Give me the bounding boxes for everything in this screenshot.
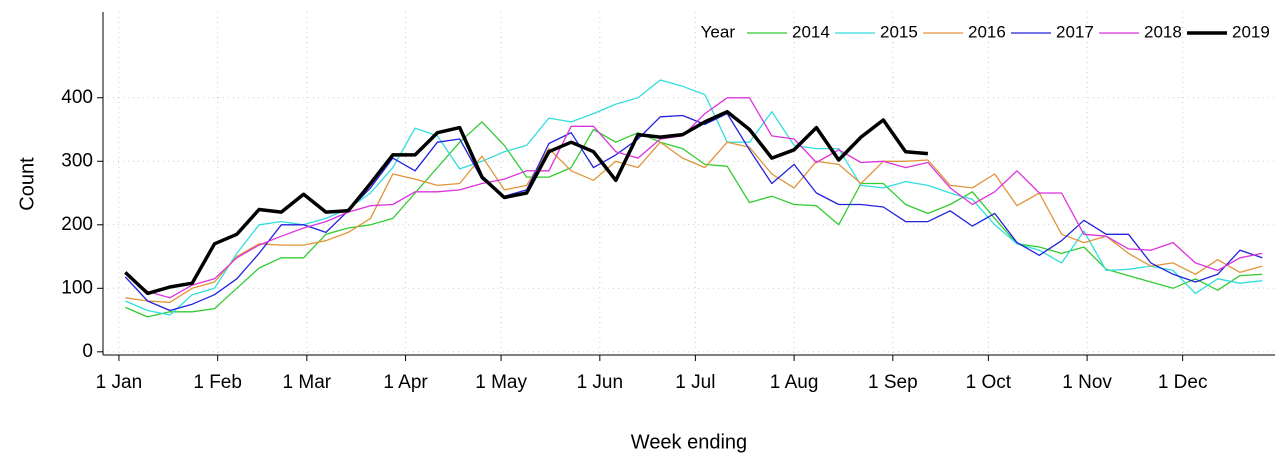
y-tick-label: 100 bbox=[61, 277, 93, 298]
series-line bbox=[124, 97, 1263, 299]
x-tick-label: 1 Oct bbox=[966, 372, 1012, 393]
legend-title: Year bbox=[701, 22, 736, 41]
x-tick-label: 1 Jan bbox=[96, 372, 142, 393]
legend-label: 2015 bbox=[880, 22, 918, 41]
y-tick-label: 200 bbox=[61, 214, 93, 235]
x-tick-label: 1 Aug bbox=[770, 372, 819, 393]
series-line bbox=[125, 121, 1263, 318]
legend-label: 2017 bbox=[1056, 22, 1094, 41]
y-tick-label: 400 bbox=[61, 87, 93, 108]
series-line bbox=[124, 109, 929, 296]
y-axis-title: Count bbox=[16, 157, 38, 211]
y-tick-label: 0 bbox=[82, 341, 93, 362]
x-tick-label: 1 Feb bbox=[193, 372, 242, 393]
x-tick-label: 1 Mar bbox=[283, 372, 332, 393]
legend-label: 2016 bbox=[968, 22, 1006, 41]
legend-label: 2014 bbox=[792, 22, 830, 41]
legend-label: 2018 bbox=[1144, 22, 1182, 41]
x-tick-label: 1 Nov bbox=[1062, 372, 1112, 393]
series-line bbox=[125, 79, 1263, 316]
x-tick-label: 1 Dec bbox=[1158, 372, 1208, 393]
series-line bbox=[125, 141, 1263, 303]
x-tick-label: 1 Jul bbox=[675, 372, 715, 393]
x-axis-title: Week ending bbox=[631, 431, 747, 453]
legend-label: 2019 bbox=[1232, 22, 1270, 41]
x-tick-label: 1 May bbox=[475, 372, 527, 393]
y-tick-label: 300 bbox=[61, 150, 93, 171]
series-line bbox=[124, 112, 1263, 312]
x-tick-label: 1 Sep bbox=[868, 372, 918, 393]
x-tick-label: 1 Apr bbox=[383, 372, 428, 393]
x-tick-label: 1 Jun bbox=[577, 372, 623, 393]
